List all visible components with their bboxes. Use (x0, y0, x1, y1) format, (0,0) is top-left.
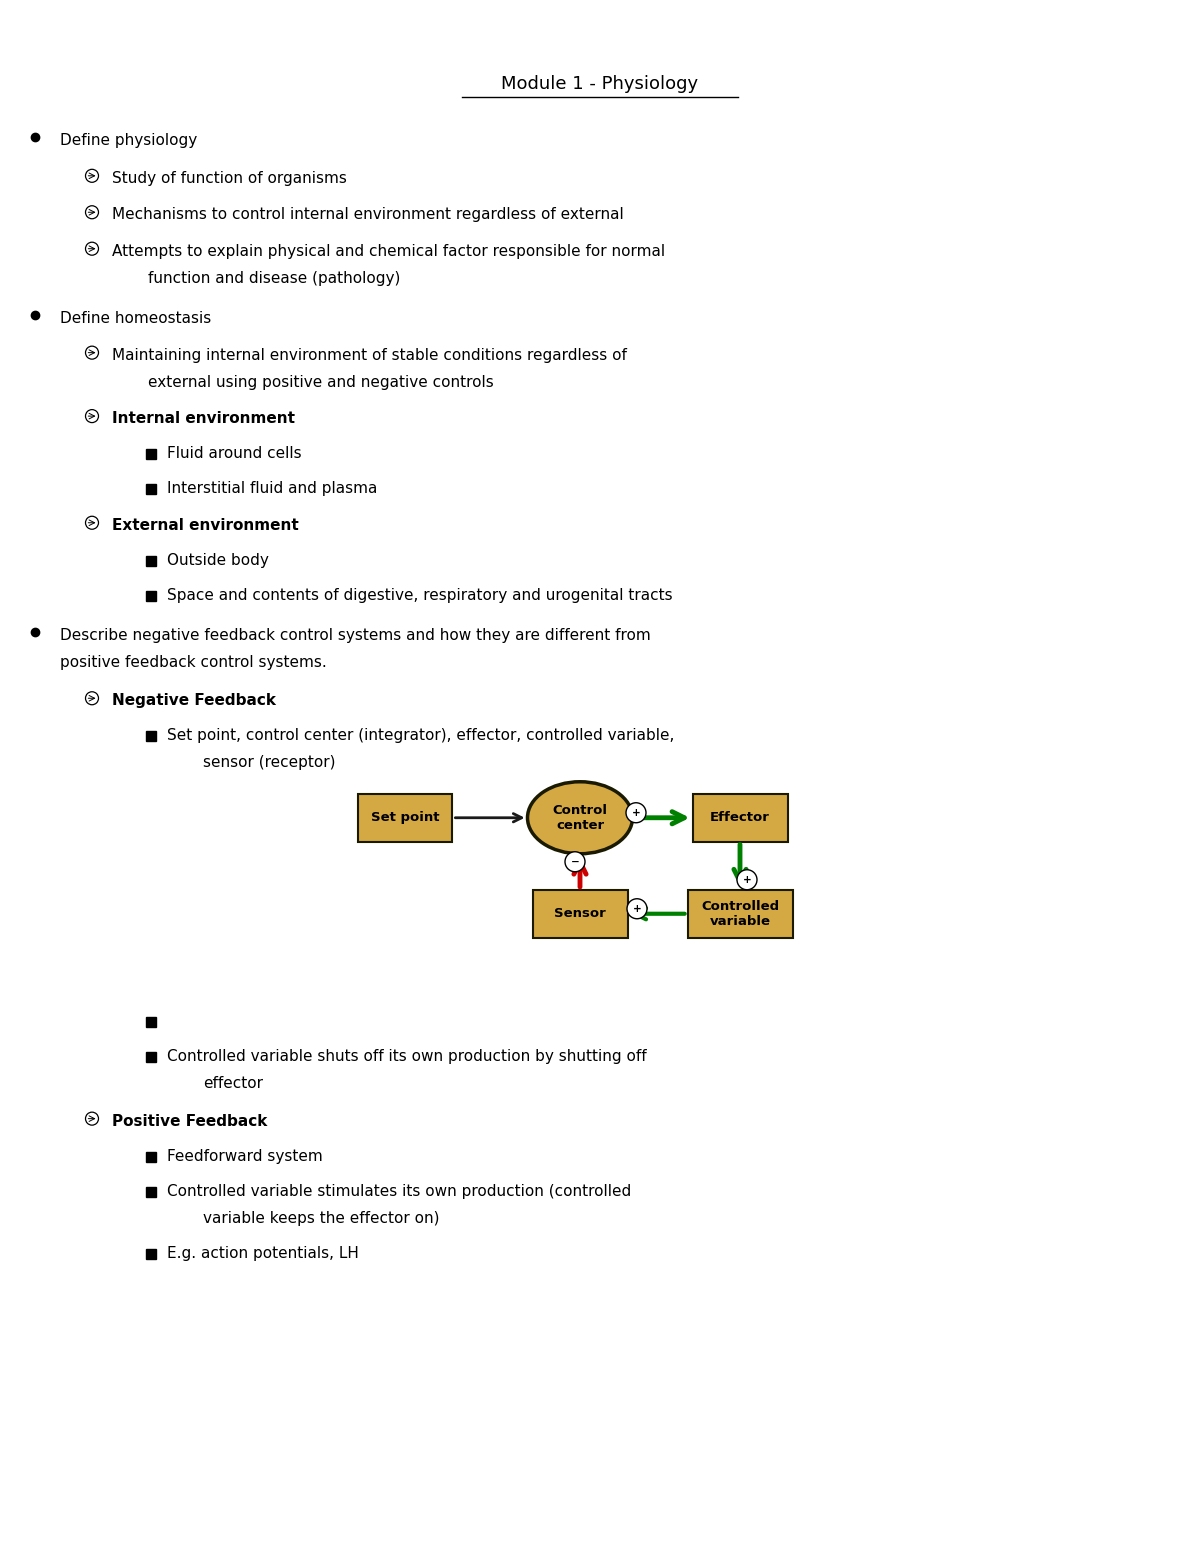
Text: variable keeps the effector on): variable keeps the effector on) (203, 1211, 439, 1225)
Text: Interstitial fluid and plasma: Interstitial fluid and plasma (167, 481, 377, 497)
Text: Space and contents of digestive, respiratory and urogenital tracts: Space and contents of digestive, respira… (167, 589, 673, 603)
Text: Define physiology: Define physiology (60, 134, 197, 148)
Text: positive feedback control systems.: positive feedback control systems. (60, 655, 326, 671)
Text: Controlled
variable: Controlled variable (701, 899, 779, 927)
Bar (146, 592, 156, 601)
Text: sensor (receptor): sensor (receptor) (203, 755, 336, 770)
FancyBboxPatch shape (358, 794, 452, 842)
Text: Controlled variable stimulates its own production (controlled: Controlled variable stimulates its own p… (167, 1183, 631, 1199)
Bar (146, 556, 156, 565)
Circle shape (626, 803, 646, 823)
Circle shape (737, 870, 757, 890)
FancyBboxPatch shape (692, 794, 787, 842)
Bar (146, 1249, 156, 1259)
Bar (146, 1152, 156, 1162)
Text: Maintaining internal environment of stable conditions regardless of: Maintaining internal environment of stab… (112, 348, 626, 363)
Text: +: + (631, 808, 641, 818)
Text: Module 1 - Physiology: Module 1 - Physiology (502, 75, 698, 93)
Text: Effector: Effector (710, 811, 770, 825)
Text: Feedforward system: Feedforward system (167, 1149, 323, 1163)
Bar (146, 731, 156, 741)
Text: Set point: Set point (371, 811, 439, 825)
Text: Internal environment: Internal environment (112, 412, 295, 426)
Text: Attempts to explain physical and chemical factor responsible for normal: Attempts to explain physical and chemica… (112, 244, 665, 259)
Ellipse shape (528, 781, 632, 854)
FancyBboxPatch shape (533, 890, 628, 938)
Text: Sensor: Sensor (554, 907, 606, 921)
Text: effector: effector (203, 1076, 263, 1090)
Bar (146, 449, 156, 460)
Text: function and disease (pathology): function and disease (pathology) (148, 270, 401, 286)
Text: Negative Feedback: Negative Feedback (112, 693, 276, 708)
Text: Study of function of organisms: Study of function of organisms (112, 171, 347, 186)
Circle shape (628, 899, 647, 919)
Bar (146, 1186, 156, 1197)
Text: Describe negative feedback control systems and how they are different from: Describe negative feedback control syste… (60, 629, 650, 643)
Text: E.g. action potentials, LH: E.g. action potentials, LH (167, 1246, 359, 1261)
Text: −: − (571, 857, 580, 867)
Text: Controlled variable shuts off its own production by shutting off: Controlled variable shuts off its own pr… (167, 1048, 647, 1064)
Text: Control
center: Control center (552, 804, 607, 832)
Bar (146, 485, 156, 494)
Text: Fluid around cells: Fluid around cells (167, 446, 301, 461)
Text: Positive Feedback: Positive Feedback (112, 1114, 268, 1129)
Text: +: + (743, 874, 751, 885)
Text: Mechanisms to control internal environment regardless of external: Mechanisms to control internal environme… (112, 207, 624, 222)
Text: Outside body: Outside body (167, 553, 269, 568)
FancyBboxPatch shape (688, 890, 792, 938)
Text: external using positive and negative controls: external using positive and negative con… (148, 374, 493, 390)
Circle shape (565, 851, 586, 871)
Text: Set point, control center (integrator), effector, controlled variable,: Set point, control center (integrator), … (167, 728, 674, 744)
Text: +: + (632, 904, 641, 913)
Bar (146, 1017, 156, 1027)
Text: Define homeostasis: Define homeostasis (60, 311, 211, 326)
Text: External environment: External environment (112, 517, 299, 533)
Bar (146, 1051, 156, 1062)
